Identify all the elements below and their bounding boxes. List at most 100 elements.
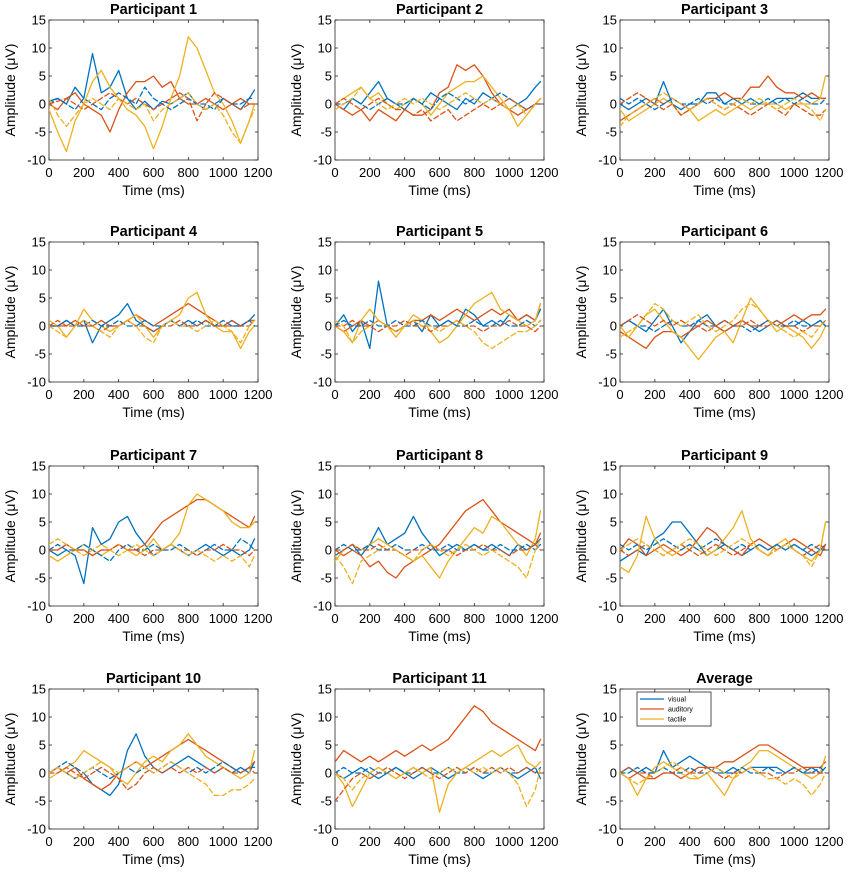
y-tick-label: -5 bbox=[320, 571, 332, 586]
y-tick-label: 15 bbox=[32, 235, 46, 250]
y-tick-label: -5 bbox=[320, 347, 332, 362]
x-tick-label: 1200 bbox=[244, 387, 273, 402]
x-tick-label: 400 bbox=[394, 387, 416, 402]
x-axis-label: Time (ms) bbox=[122, 404, 184, 420]
y-tick-label: 5 bbox=[610, 69, 617, 84]
x-tick-label: 1000 bbox=[495, 165, 524, 180]
series-line-visual-dashed bbox=[335, 319, 542, 327]
y-tick-label: 5 bbox=[325, 738, 332, 753]
panel-title: Participant 8 bbox=[396, 448, 483, 464]
series-line-tactile-dashed bbox=[620, 302, 827, 338]
panel-3: Participant 3 -10 -5 0 5 10 15 0 200 400 600 800 100… bbox=[573, 2, 843, 198]
x-tick-label: 400 bbox=[394, 834, 416, 849]
y-axis-label: Amplitude (μV) bbox=[573, 490, 589, 583]
x-tick-label: 800 bbox=[463, 611, 485, 626]
panel-title: Participant 9 bbox=[681, 448, 768, 464]
x-tick-label: 0 bbox=[45, 387, 52, 402]
y-tick-label: 0 bbox=[610, 97, 617, 112]
series-line-auditory-solid bbox=[335, 302, 542, 333]
y-tick-label: 10 bbox=[603, 710, 617, 725]
legend-label-tactile: tactile bbox=[668, 717, 686, 724]
x-tick-label: 0 bbox=[616, 834, 623, 849]
series-line-visual-dashed bbox=[49, 319, 256, 327]
x-axis-label: Time (ms) bbox=[408, 182, 470, 198]
y-axis-label: Amplitude (μV) bbox=[288, 713, 304, 806]
y-tick-label: 10 bbox=[603, 263, 617, 278]
x-tick-label: 400 bbox=[679, 834, 701, 849]
y-tick-label: -5 bbox=[320, 125, 332, 140]
axes-box bbox=[334, 688, 545, 830]
y-axis-label: Amplitude (μV) bbox=[2, 490, 18, 583]
axes-box bbox=[334, 465, 545, 607]
panel-4: Participant 4 -10 -5 0 5 10 15 0 200 400 600 800 100… bbox=[2, 224, 272, 420]
panel-title: Average bbox=[696, 671, 753, 687]
x-tick-label: 200 bbox=[73, 834, 95, 849]
y-axis-label: Amplitude (μV) bbox=[573, 44, 589, 137]
x-axis-label: Time (ms) bbox=[693, 182, 755, 198]
y-tick-label: 15 bbox=[318, 235, 332, 250]
y-tick-label: 15 bbox=[318, 13, 332, 28]
y-tick-label: 5 bbox=[39, 515, 46, 530]
x-tick-label: 1200 bbox=[530, 834, 559, 849]
panel-title: Participant 10 bbox=[106, 671, 201, 687]
panel-10: Participant 10 -10 -5 0 5 10 15 0 200 400 600 800 10… bbox=[2, 671, 272, 867]
y-tick-label: 15 bbox=[318, 682, 332, 697]
x-tick-label: 400 bbox=[679, 165, 701, 180]
x-tick-label: 800 bbox=[177, 387, 199, 402]
y-tick-label: 15 bbox=[32, 459, 46, 474]
series-line-auditory-dashed bbox=[335, 766, 542, 802]
x-tick-label: 0 bbox=[616, 611, 623, 626]
y-tick-label: 10 bbox=[32, 263, 46, 278]
y-tick-label: 0 bbox=[39, 97, 46, 112]
y-tick-label: 0 bbox=[325, 543, 332, 558]
x-tick-label: 600 bbox=[143, 165, 165, 180]
y-tick-label: -10 bbox=[313, 153, 332, 168]
x-tick-label: 1000 bbox=[495, 611, 524, 626]
x-tick-label: 600 bbox=[714, 611, 736, 626]
x-tick-label: 200 bbox=[644, 165, 666, 180]
x-axis-label: Time (ms) bbox=[693, 628, 755, 644]
x-tick-label: 400 bbox=[108, 834, 130, 849]
series-line-tactile-dashed bbox=[620, 761, 827, 797]
y-tick-label: 5 bbox=[325, 69, 332, 84]
y-axis-label: Amplitude (μV) bbox=[573, 713, 589, 806]
y-axis-label: Amplitude (μV) bbox=[288, 490, 304, 583]
x-tick-label: 200 bbox=[644, 611, 666, 626]
x-tick-label: 400 bbox=[679, 387, 701, 402]
x-tick-label: 200 bbox=[644, 834, 666, 849]
y-tick-label: 5 bbox=[39, 291, 46, 306]
x-axis-label: Time (ms) bbox=[693, 851, 755, 867]
x-tick-label: 600 bbox=[429, 165, 451, 180]
x-tick-label: 0 bbox=[616, 165, 623, 180]
series-line-tactile-dashed bbox=[335, 766, 542, 808]
x-tick-label: 600 bbox=[429, 387, 451, 402]
x-tick-label: 800 bbox=[748, 611, 770, 626]
axes-box bbox=[48, 688, 259, 830]
x-tick-label: 800 bbox=[177, 165, 199, 180]
x-axis-label: Time (ms) bbox=[122, 851, 184, 867]
x-axis-label: Time (ms) bbox=[122, 628, 184, 644]
y-tick-label: -5 bbox=[605, 794, 617, 809]
y-tick-label: 10 bbox=[32, 487, 46, 502]
x-axis-label: Time (ms) bbox=[408, 851, 470, 867]
y-tick-label: 10 bbox=[32, 710, 46, 725]
x-tick-label: 1000 bbox=[780, 165, 809, 180]
series-line-visual-dashed bbox=[335, 543, 542, 551]
y-tick-label: 0 bbox=[325, 97, 332, 112]
y-tick-label: -5 bbox=[320, 794, 332, 809]
x-tick-label: 600 bbox=[714, 834, 736, 849]
panel-6: Participant 6 -10 -5 0 5 10 15 0 200 400 600 800 100… bbox=[573, 224, 843, 420]
series-line-auditory-dashed bbox=[335, 543, 542, 557]
x-tick-label: 600 bbox=[143, 387, 165, 402]
x-tick-label: 600 bbox=[143, 834, 165, 849]
x-tick-label: 400 bbox=[108, 165, 130, 180]
series-line-tactile-dashed bbox=[620, 521, 827, 568]
x-tick-label: 1200 bbox=[815, 387, 844, 402]
series-line-visual-dashed bbox=[620, 538, 827, 551]
y-tick-label: 0 bbox=[39, 319, 46, 334]
x-tick-label: 1200 bbox=[244, 611, 273, 626]
series-line-tactile-dashed bbox=[620, 92, 827, 128]
x-tick-label: 1200 bbox=[244, 165, 273, 180]
x-tick-label: 200 bbox=[359, 165, 381, 180]
